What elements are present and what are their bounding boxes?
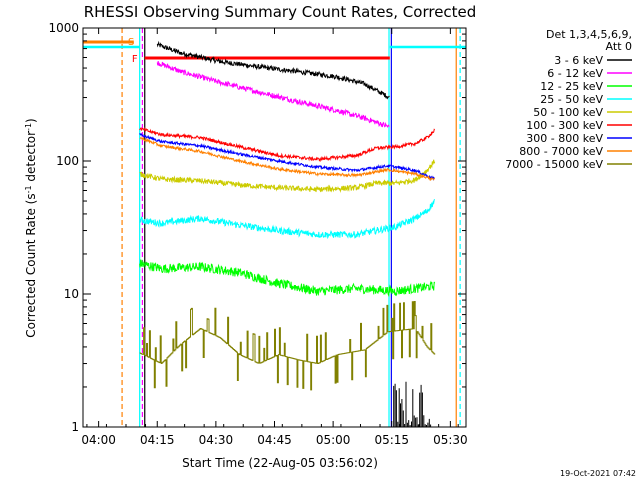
legend-label-50-100-kev: 50 - 100 keV	[533, 106, 603, 119]
timestamp: 19-Oct-2021 07:42	[560, 469, 636, 478]
legend-label-100-300-kev: 100 - 300 keV	[526, 119, 603, 132]
x-tick-label: 04:15	[140, 433, 175, 447]
saa-flag-label: S	[128, 37, 134, 48]
legend-title: Det 1,3,4,5,6,9,	[546, 28, 632, 41]
legend-label-800-7000-kev: 800 - 7000 keV	[519, 145, 603, 158]
series-line-12-25-kev	[139, 259, 436, 298]
y-axis-label-sup2: -1	[24, 123, 33, 131]
x-tick-label: 04:00	[81, 433, 116, 447]
y-axis-label-sup1: -1	[24, 185, 33, 193]
series-line-50-100-kev	[139, 159, 436, 193]
series-layer	[139, 40, 436, 427]
x-tick-label: 04:45	[257, 433, 292, 447]
legend-label-3-6-kev: 3 - 6 keV	[554, 54, 603, 67]
legend-subtitle: Att 0	[606, 40, 632, 53]
legend-label-6-12-kev: 6 - 12 keV	[547, 67, 603, 80]
y-axis-label-end: )	[24, 118, 38, 123]
legend-label-25-50-kev: 25 - 50 keV	[540, 93, 603, 106]
y-axis-label-mid: detector	[24, 131, 38, 186]
y-tick-label: 1000	[48, 21, 79, 35]
series-line-800-7000-kev	[139, 136, 436, 181]
legend-label-7000-15000-kev: 7000 - 15000 keV	[505, 158, 603, 171]
x-tick-label: 05:00	[316, 433, 351, 447]
y-axis-label-main: Corrected Count Rate (s	[24, 193, 38, 337]
x-axis-label: Start Time (22-Aug-05 03:56:02)	[182, 456, 378, 470]
x-tick-label: 05:15	[374, 433, 409, 447]
y-tick-label: 1	[71, 420, 79, 434]
legend-label-300-800-kev: 300 - 800 keV	[526, 132, 603, 145]
y-tick-label: 100	[56, 154, 79, 168]
series-line-3-6-kev	[156, 40, 390, 100]
x-tick-label: 04:30	[199, 433, 234, 447]
y-axis-label: Corrected Count Rate (s-1 detector-1)	[24, 118, 39, 337]
y-axis-ticks: 1 10 100 1000	[48, 21, 466, 434]
series-line-300-800-kev	[139, 132, 436, 181]
series-line-6-12-kev	[156, 61, 390, 129]
x-tick-label: 05:30	[433, 433, 468, 447]
series-line-25-50-kev	[139, 198, 436, 240]
x-axis-ticks: 04:00 04:15 04:30 04:45 05:00 05:15 05:30	[81, 28, 468, 447]
chart-title: RHESSI Observing Summary Count Rates, Co…	[84, 3, 477, 21]
flare-flag-label: F	[132, 54, 138, 65]
legend-label-12-25-kev: 12 - 25 keV	[540, 80, 603, 93]
plot-frame	[82, 27, 467, 428]
y-tick-label: 10	[64, 287, 79, 301]
flag-lines: SF	[83, 28, 466, 427]
axes-frame	[82, 27, 467, 428]
series-line-100-300-kev	[139, 126, 436, 163]
series-line-3-6-kev-tail	[393, 381, 432, 427]
series-line-7000-15000-kev	[139, 301, 436, 391]
